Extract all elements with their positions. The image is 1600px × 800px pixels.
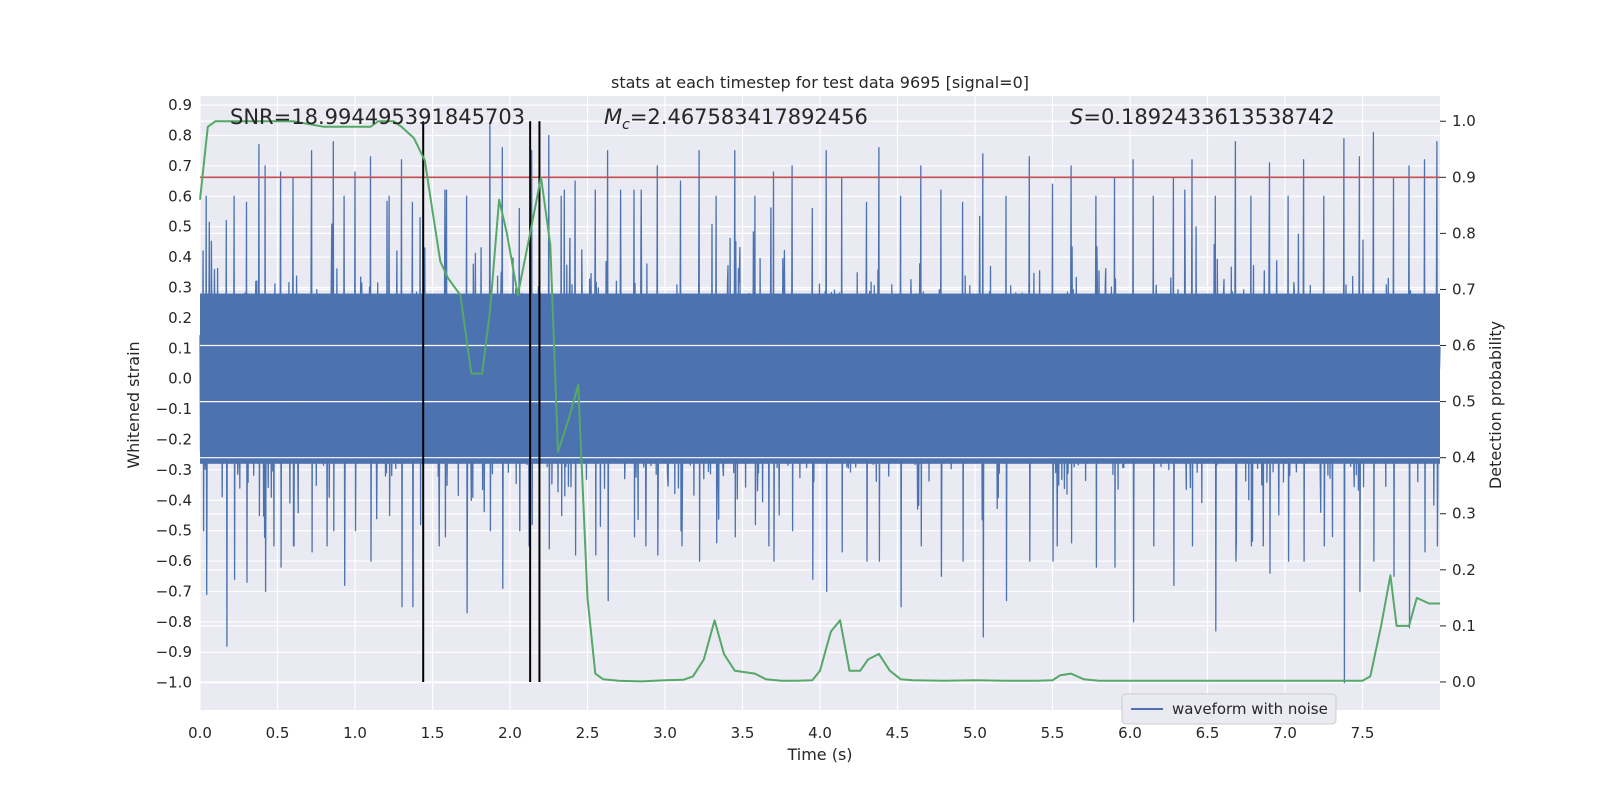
legend: waveform with noise [1121,693,1337,725]
y-tick-label-right: 0.1 [1452,617,1476,635]
y-tick-label-left: −0.2 [156,430,192,448]
y-tick-label-left: 0.4 [168,248,192,266]
legend-box [1121,693,1337,725]
y-tick-label-right: 0.5 [1452,393,1476,411]
x-tick-label: 5.0 [963,724,987,742]
axis-ticks: 0.0 0.5 1.0 1.5 2.0 2.5 3.0 3.5 4.0 4.5 5.0 5.5 6.0 6… [156,96,1476,742]
y-tick-label-left: 0.8 [168,127,192,145]
x-tick-label: 5.5 [1041,724,1065,742]
y-axis-label-right: Detection probability [1486,321,1505,489]
y-tick-label-right: 0.9 [1452,168,1476,186]
y-tick-label-left: 0.9 [168,96,192,114]
y-tick-label-left: −0.7 [156,582,192,600]
y-tick-label-left: −0.4 [156,491,192,509]
y-tick-label-left: 0.5 [168,218,192,236]
y-tick-label-right: 0.0 [1452,673,1476,691]
y-tick-label-left: 0.2 [168,309,192,327]
x-axis-label: Time (s) [786,745,852,764]
chirp-mass-subscript: c [622,117,630,133]
waveform-series [199,122,1441,684]
y-tick-label-right: 0.8 [1452,224,1476,242]
y-tick-label-right: 0.4 [1452,449,1476,467]
y-tick-label-left: −0.5 [156,522,192,540]
x-tick-label: 2.0 [498,724,522,742]
y-tick-label-right: 1.0 [1452,112,1476,130]
y-tick-label-left: 0.1 [168,339,192,357]
y-tick-label-left: 0.0 [168,370,192,388]
s-value: =0.1892433613538742 [1083,105,1334,129]
y-tick-label-left: −0.6 [156,552,192,570]
y-tick-label-left: 0.6 [168,187,192,205]
x-tick-label: 3.5 [731,724,755,742]
x-tick-label: 2.5 [576,724,600,742]
y-tick-label-left: −0.1 [156,400,192,418]
x-tick-label: 3.0 [653,724,677,742]
y-tick-label-left: −0.9 [156,643,192,661]
chirp-mass-value: =2.467583417892456 [630,105,868,129]
x-tick-label: 6.5 [1196,724,1220,742]
y-tick-label-right: 0.2 [1452,561,1476,579]
y-tick-label-left: −0.3 [156,461,192,479]
x-tick-label: 7.5 [1351,724,1375,742]
chirp-mass-symbol: M [604,105,622,129]
snr-annotation: SNR=18.994495391845703 [230,105,525,129]
y-tick-label-left: −0.8 [156,613,192,631]
y-tick-label-right: 0.6 [1452,337,1476,355]
x-tick-label: 7.0 [1273,724,1297,742]
s-annotation: S=0.1892433613538742 [1070,105,1335,129]
y-tick-label-left: 0.3 [168,278,192,296]
y-tick-label-left: −1.0 [156,674,192,692]
vertical-markers [422,121,541,682]
y-axis-label-left: Whitened strain [124,341,143,468]
chart-title: stats at each timestep for test data 969… [611,73,1029,92]
x-tick-label: 4.0 [808,724,832,742]
s-symbol: S [1070,105,1083,129]
y-tick-label-right: 0.3 [1452,505,1476,523]
chirp-mass-annotation: Mc=2.467583417892456 [604,105,868,133]
x-tick-label: 0.0 [188,724,212,742]
y-tick-label-left: 0.7 [168,157,192,175]
x-tick-label: 4.5 [886,724,910,742]
x-tick-label: 1.5 [421,724,445,742]
x-tick-label: 0.5 [266,724,290,742]
detection-probability-line [199,120,1440,683]
x-tick-label: 1.0 [343,724,367,742]
legend-label: waveform with noise [1172,700,1328,718]
probability-series [199,120,1440,683]
y-tick-label-right: 0.7 [1452,280,1476,298]
x-tick-label: 6.0 [1118,724,1142,742]
